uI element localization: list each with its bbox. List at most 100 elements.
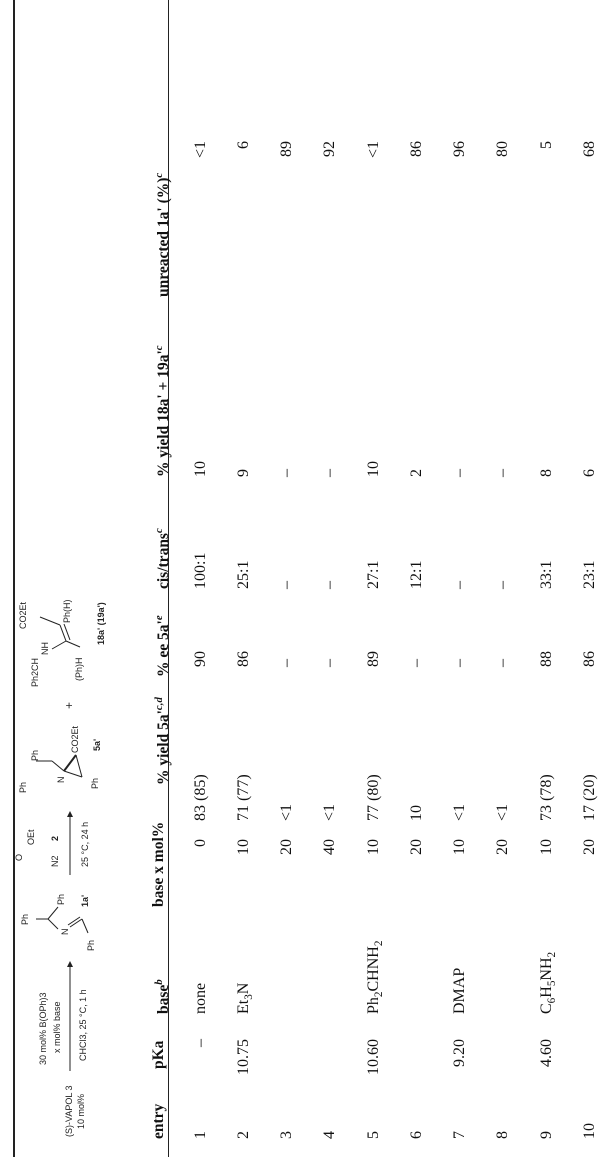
diazo-oet: OEt xyxy=(26,829,36,845)
cell-ee-5a: 86 xyxy=(235,651,252,667)
cell-base: C6H5NH2 xyxy=(538,951,559,1014)
cell-yield-18-19: – xyxy=(494,469,511,477)
catalyst-loading: 10 mol% xyxy=(76,1093,86,1129)
table-top-rule xyxy=(13,0,15,1157)
header-rule xyxy=(168,0,169,1157)
aziridine-ph-2: Ph xyxy=(30,749,40,761)
cell-yield-18-19: – xyxy=(321,469,338,477)
cell-pka: 10.60 xyxy=(365,1039,382,1075)
cell-base-mol: 20 xyxy=(408,839,425,855)
header-entry: entry xyxy=(150,1103,167,1139)
enamine-co2et: CO2Et xyxy=(18,601,28,629)
cell-cis-trans: 12:1 xyxy=(408,560,425,589)
cell-base-mol: 10 xyxy=(365,839,382,855)
cell-yield-18-19: 6 xyxy=(581,469,598,477)
aziridine-ph-3: Ph xyxy=(90,777,100,789)
cell-cis-trans: 27:1 xyxy=(365,560,382,589)
cell-entry: 1 xyxy=(192,1131,209,1139)
cell-ee-5a: – xyxy=(278,659,295,667)
imine-ph-top: Ph xyxy=(20,913,30,925)
cell-ee-5a: 86 xyxy=(581,651,598,667)
cell-unreacted: 92 xyxy=(321,141,338,157)
cell-unreacted: <1 xyxy=(365,141,382,159)
cell-cis-trans: – xyxy=(451,581,468,589)
header-cis-trans: cis/transc xyxy=(153,528,173,589)
cell-unreacted: 68 xyxy=(581,141,598,157)
cell-ee-5a: – xyxy=(408,659,425,667)
cell-cis-trans: – xyxy=(278,581,295,589)
cell-pka: – xyxy=(192,1039,209,1047)
cell-yield-18-19: – xyxy=(278,469,295,477)
enamine-ph-h: Ph(H) xyxy=(62,599,72,623)
imine-label: 1a' xyxy=(80,894,90,907)
header-base-mol: base x mol% xyxy=(150,821,167,907)
cell-entry: 2 xyxy=(235,1131,252,1139)
cell-base: DMAP xyxy=(451,967,468,1014)
reagent-base: x mol% base xyxy=(52,1001,62,1053)
cell-yield-5a: 83 (85) xyxy=(192,774,209,821)
imine-n: N xyxy=(60,928,70,936)
cell-ee-5a: 88 xyxy=(538,651,555,667)
cell-yield-18-19: 10 xyxy=(365,461,382,477)
reagent-boron: 30 mol% B(OPh)3 xyxy=(38,992,48,1065)
cell-base-mol: 0 xyxy=(192,839,209,847)
cell-cis-trans: – xyxy=(494,581,511,589)
imine-ph-left: Ph xyxy=(86,939,96,951)
cell-unreacted: 89 xyxy=(278,141,295,157)
cell-ee-5a: – xyxy=(494,659,511,667)
cell-entry: 4 xyxy=(321,1131,338,1139)
header-base: baseb xyxy=(153,979,173,1014)
catalyst-label: (S)-VAPOL 3 xyxy=(64,1085,74,1137)
diazo-n2: N2 xyxy=(50,855,60,867)
cell-cis-trans: 23:1 xyxy=(581,560,598,589)
cell-cis-trans: 100:1 xyxy=(192,552,209,589)
cell-yield-5a: 17 (20) xyxy=(581,774,598,821)
cell-ee-5a: – xyxy=(451,659,468,667)
conditions-2: 25 °C, 24 h xyxy=(80,821,90,867)
cell-unreacted: 86 xyxy=(408,141,425,157)
enamine-label: 18a' (19a') xyxy=(96,602,106,645)
cell-yield-5a: 71 (77) xyxy=(235,774,252,821)
cell-cis-trans: – xyxy=(321,581,338,589)
cell-unreacted: 80 xyxy=(494,141,511,157)
cell-yield-18-19: 8 xyxy=(538,469,555,477)
aziridine-ph-1: Ph xyxy=(18,781,28,793)
plus-sign: + xyxy=(62,701,76,709)
cell-unreacted: 5 xyxy=(538,141,555,149)
cell-base-mol: 20 xyxy=(494,839,511,855)
aziridine-n: N xyxy=(56,776,66,784)
header-ee-5a: % ee 5a'e xyxy=(153,615,173,677)
cell-yield-18-19: – xyxy=(451,469,468,477)
cell-yield-18-19: 10 xyxy=(192,461,209,477)
cell-unreacted: 96 xyxy=(451,141,468,157)
cell-entry: 3 xyxy=(278,1131,295,1139)
cell-entry: 5 xyxy=(365,1131,382,1139)
cell-base: none xyxy=(192,982,209,1014)
cell-yield-5a: <1 xyxy=(278,803,295,821)
enamine-structure xyxy=(39,616,81,650)
reaction-scheme: (S)-VAPOL 3 10 mol% 30 mol% B(OPh)3 x mo… xyxy=(0,0,140,1157)
aziridine-label: 5a' xyxy=(92,738,102,751)
arrow-2 xyxy=(67,811,73,875)
cell-pka: 4.60 xyxy=(538,1039,555,1067)
cell-cis-trans: 25:1 xyxy=(235,560,252,589)
cell-ee-5a: 90 xyxy=(192,651,209,667)
cell-entry: 10 xyxy=(581,1123,598,1139)
cell-base-mol: 10 xyxy=(235,839,252,855)
cell-yield-18-19: 9 xyxy=(235,469,252,477)
header-unreacted: unreacted 1a' (%)c xyxy=(153,172,173,297)
cell-base-mol: 20 xyxy=(581,839,598,855)
imine-structure xyxy=(36,906,89,934)
header-pka: pKa xyxy=(150,1040,167,1069)
header-yield-18-19: % yield 18a' + 19a'c xyxy=(153,345,173,477)
cell-yield-5a: 73 (78) xyxy=(538,774,555,821)
cell-base: Et3N xyxy=(235,982,256,1014)
cell-base-mol: 40 xyxy=(321,839,338,855)
cell-base-mol: 10 xyxy=(451,839,468,855)
cell-pka: 9.20 xyxy=(451,1039,468,1067)
cell-cis-trans: 33:1 xyxy=(538,560,555,589)
diazo-o: O xyxy=(14,853,24,861)
cell-entry: 9 xyxy=(538,1131,555,1139)
